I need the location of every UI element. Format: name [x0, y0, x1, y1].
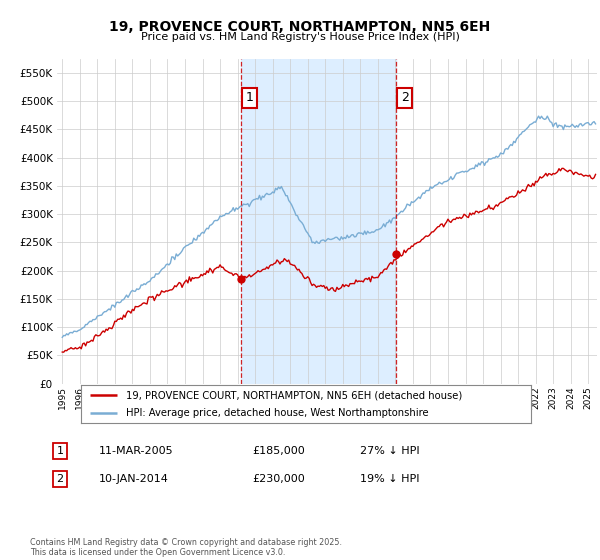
Text: 19, PROVENCE COURT, NORTHAMPTON, NN5 6EH (detached house): 19, PROVENCE COURT, NORTHAMPTON, NN5 6EH…	[126, 390, 462, 400]
Text: 19, PROVENCE COURT, NORTHAMPTON, NN5 6EH: 19, PROVENCE COURT, NORTHAMPTON, NN5 6EH	[109, 20, 491, 34]
Text: Contains HM Land Registry data © Crown copyright and database right 2025.
This d: Contains HM Land Registry data © Crown c…	[30, 538, 342, 557]
Text: 10-JAN-2014: 10-JAN-2014	[99, 474, 169, 484]
Text: 1: 1	[56, 446, 64, 456]
Text: Price paid vs. HM Land Registry's House Price Index (HPI): Price paid vs. HM Land Registry's House …	[140, 32, 460, 42]
Text: £230,000: £230,000	[252, 474, 305, 484]
Text: HPI: Average price, detached house, West Northamptonshire: HPI: Average price, detached house, West…	[126, 408, 428, 418]
Text: 11-MAR-2005: 11-MAR-2005	[99, 446, 173, 456]
Text: 2: 2	[401, 91, 409, 104]
Text: £185,000: £185,000	[252, 446, 305, 456]
Text: 1: 1	[246, 91, 254, 104]
Text: 2: 2	[56, 474, 64, 484]
Bar	[241, 59, 396, 384]
Text: 19% ↓ HPI: 19% ↓ HPI	[360, 474, 419, 484]
Text: 27% ↓ HPI: 27% ↓ HPI	[360, 446, 419, 456]
